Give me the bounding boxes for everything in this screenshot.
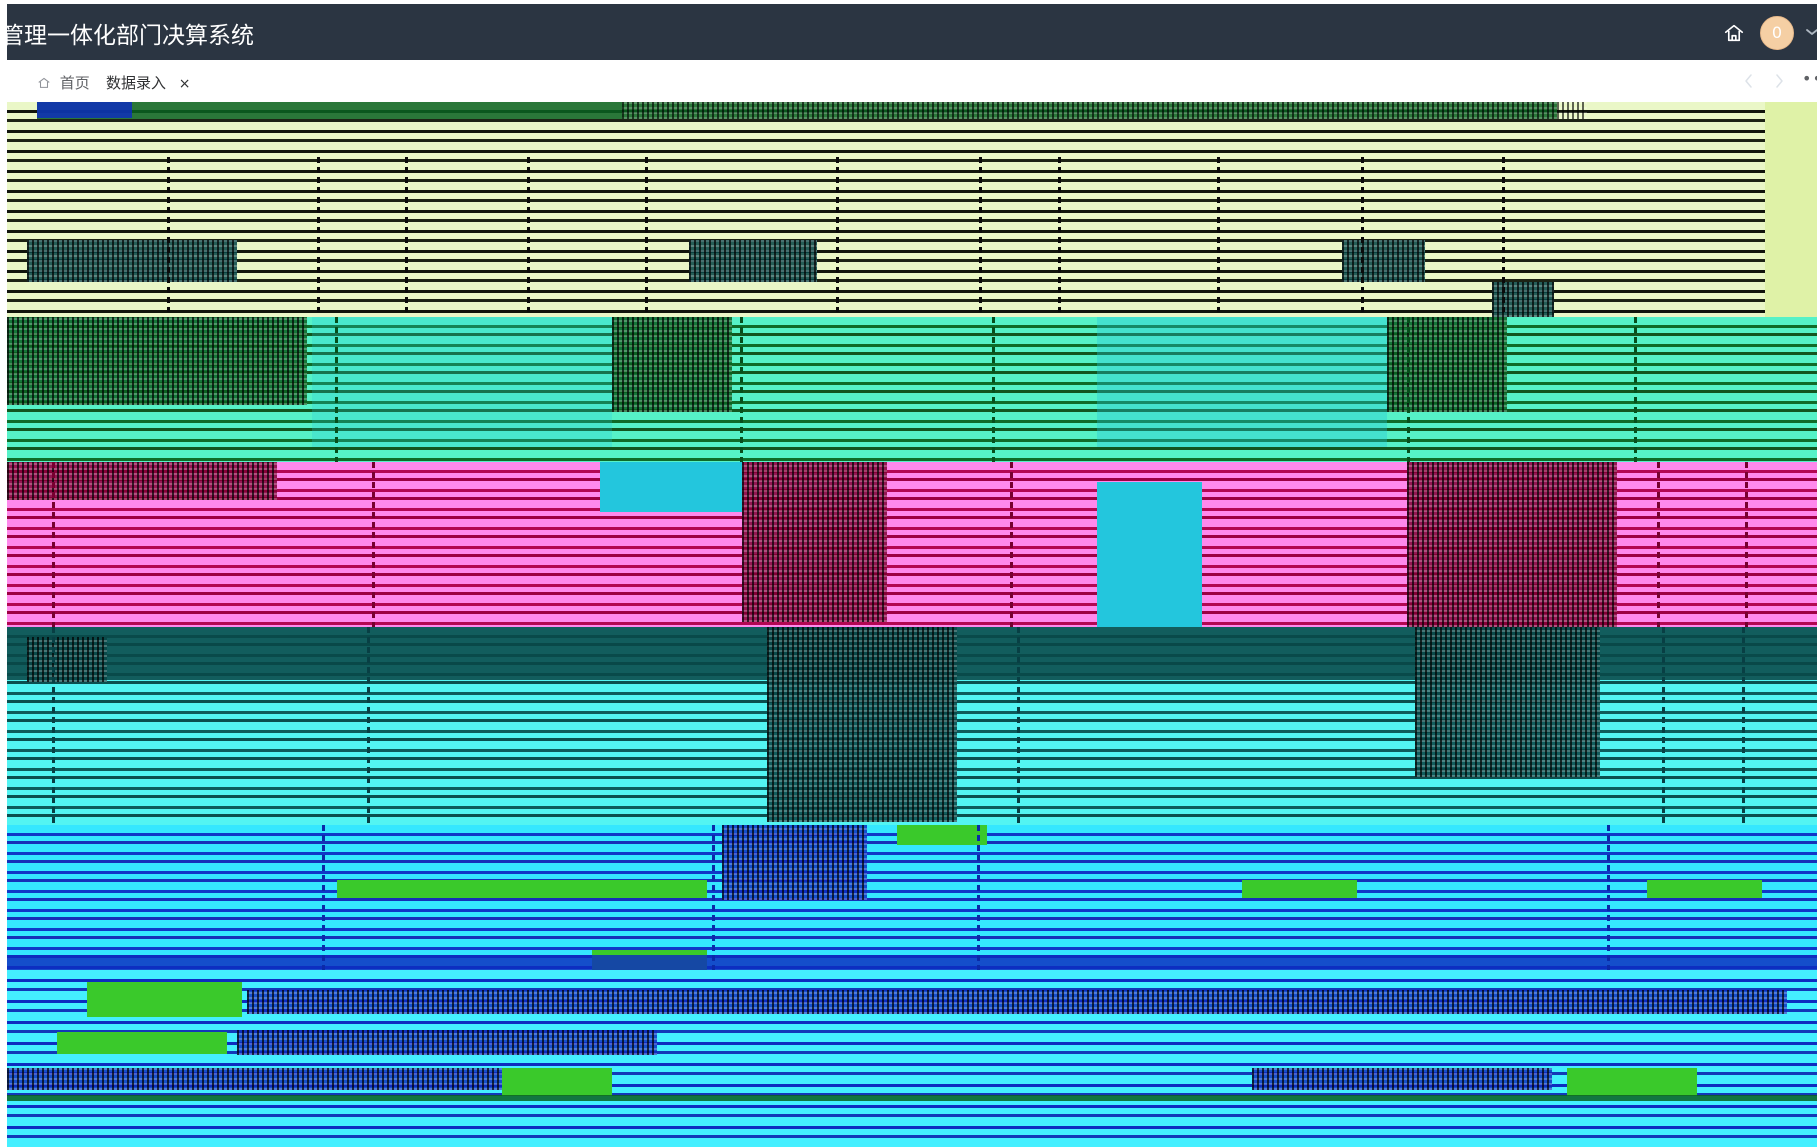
garbled-vline-22 xyxy=(52,627,55,825)
more-icon[interactable]: ••• xyxy=(1802,69,1817,88)
garbled-green-strip-1 xyxy=(897,825,987,845)
user-avatar[interactable]: 0 xyxy=(1760,16,1794,50)
garbled-vline-27 xyxy=(322,825,325,970)
chevron-left-icon[interactable] xyxy=(1742,72,1756,90)
window-top-border xyxy=(0,0,1817,4)
garbled-cyan-highlight-2 xyxy=(1097,317,1387,447)
garbled-toolbar-noise xyxy=(622,102,1587,119)
chevron-down-icon[interactable] xyxy=(1805,26,1817,38)
garbled-vline-2 xyxy=(317,157,320,312)
garbled-block-1 xyxy=(27,240,237,282)
garbled-magenta-block-2 xyxy=(742,462,887,622)
close-icon[interactable]: × xyxy=(178,76,191,92)
garbled-vline-4 xyxy=(527,157,530,312)
tab-home[interactable]: 首页 xyxy=(37,72,90,92)
garbled-teal-inset-2 xyxy=(1097,482,1202,627)
garbled-vline-16 xyxy=(1634,317,1637,462)
garbled-vline-15 xyxy=(1407,317,1410,462)
app-title: 管理一体化部门决算系统 xyxy=(1,23,254,49)
tab-data-entry-label: 数据录入 xyxy=(106,74,167,92)
garbled-vline-17 xyxy=(52,462,55,627)
tab-home-icon xyxy=(38,77,50,88)
garbled-vline-1 xyxy=(167,157,170,312)
garbled-band-3 xyxy=(7,462,1817,627)
garbled-vline-26 xyxy=(1742,627,1745,825)
garbled-vline-23 xyxy=(367,627,370,825)
garbled-green-strip-2 xyxy=(337,880,707,898)
garbled-blue-footer xyxy=(7,955,1817,970)
tab-home-label: 首页 xyxy=(59,74,90,92)
garbled-vline-25 xyxy=(1662,627,1665,825)
garbled-vline-20 xyxy=(1657,462,1660,627)
garbled-block-3 xyxy=(1342,240,1425,282)
garbled-teal-block-3 xyxy=(1415,627,1600,777)
garbled-blue-text-line-1 xyxy=(247,990,1787,1014)
garbled-cyan-block-1 xyxy=(7,317,307,405)
garbled-teal-block-1 xyxy=(27,637,107,682)
garbled-blue-text-line-4 xyxy=(1252,1068,1552,1090)
garbled-vline-3 xyxy=(405,157,408,312)
garbled-vline-11 xyxy=(1502,157,1505,312)
garbled-vline-28 xyxy=(712,825,715,970)
garbled-vline-21 xyxy=(1745,462,1748,627)
garbled-blue-block-1 xyxy=(722,825,867,900)
garbled-data-entry-area xyxy=(7,102,1817,1147)
chevron-right-icon[interactable] xyxy=(1772,72,1786,90)
garbled-cyan-block-2 xyxy=(612,317,732,412)
garbled-teal-block-2 xyxy=(767,627,957,822)
garbled-vline-8 xyxy=(1058,157,1061,312)
top-header: 管理一体化部门决算系统 0 xyxy=(1,4,1817,60)
garbled-vline-7 xyxy=(979,157,982,312)
tab-bar: 首页 数据录入 × ••• xyxy=(7,60,1817,103)
garbled-magenta-block-3 xyxy=(1407,462,1617,627)
garbled-vline-19 xyxy=(1010,462,1013,627)
garbled-vline-29 xyxy=(977,825,980,970)
garbled-vline-9 xyxy=(1217,157,1220,312)
garbled-green-strip-3 xyxy=(1242,880,1357,898)
garbled-green-field-1 xyxy=(87,982,242,1017)
garbled-vline-12 xyxy=(335,317,338,462)
garbled-magenta-block-1 xyxy=(7,462,277,500)
garbled-band-4 xyxy=(7,627,1817,825)
garbled-band-2 xyxy=(7,317,1817,462)
garbled-blue-text-line-3 xyxy=(7,1068,502,1090)
garbled-cyan-highlight-1 xyxy=(312,317,612,447)
garbled-vline-30 xyxy=(1607,825,1610,970)
garbled-vline-14 xyxy=(992,317,995,462)
garbled-right-pane xyxy=(1765,102,1817,317)
garbled-cyan-block-3 xyxy=(1387,317,1507,412)
garbled-bottom-green-line xyxy=(7,1095,1817,1101)
garbled-green-field-4 xyxy=(1567,1068,1697,1096)
garbled-band-6 xyxy=(7,970,1817,1147)
garbled-green-field-2 xyxy=(57,1032,227,1054)
garbled-green-field-3 xyxy=(502,1068,612,1096)
garbled-selector xyxy=(37,102,132,118)
garbled-vline-5 xyxy=(645,157,648,312)
garbled-vline-24 xyxy=(1017,627,1020,825)
garbled-vline-13 xyxy=(740,317,743,462)
garbled-vline-6 xyxy=(836,157,839,312)
garbled-teal-inset-1 xyxy=(600,462,742,512)
window-left-border xyxy=(0,0,7,1147)
garbled-vline-10 xyxy=(1361,157,1364,312)
garbled-block-2 xyxy=(689,240,817,282)
tab-data-entry[interactable]: 数据录入 × xyxy=(106,72,191,93)
garbled-band-1 xyxy=(7,102,1817,317)
home-icon[interactable] xyxy=(1723,22,1745,44)
garbled-blue-text-line-2 xyxy=(237,1030,657,1055)
garbled-band-5 xyxy=(7,825,1817,970)
garbled-green-strip-4 xyxy=(1647,880,1762,898)
garbled-vline-18 xyxy=(372,462,375,627)
